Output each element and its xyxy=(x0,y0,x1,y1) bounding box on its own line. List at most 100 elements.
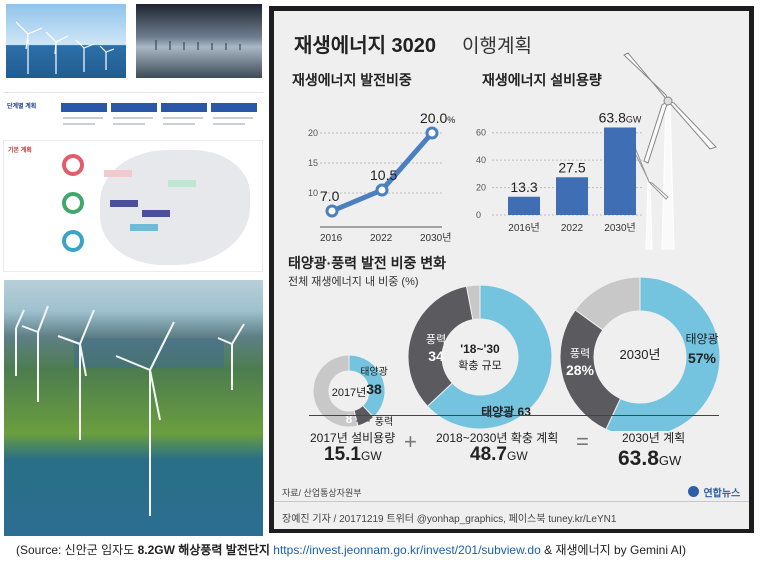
yonhap-logo-mark-icon xyxy=(688,486,699,498)
generation-share-line-chart: 재생에너지 발전비중 10 15 20 7.0 2016 10.5 2022 20.0% 203… xyxy=(292,73,455,243)
donut-slice xyxy=(426,284,553,430)
line-chart-value-label: 10.5 xyxy=(370,167,397,183)
bar-chart-bar xyxy=(508,196,540,215)
donut-expansion-wind-label: 풍력 xyxy=(426,333,446,346)
bar-chart-ytick: 20 xyxy=(476,183,486,193)
donut-2030-solar-label: 태양광 xyxy=(685,332,718,346)
donut-expansion-solar-label: 태양광 63 xyxy=(481,404,531,419)
line-chart-title: 재생에너지 발전비중 xyxy=(292,73,412,88)
region-map-shape xyxy=(100,150,250,265)
wind-turbine-icon xyxy=(623,52,717,250)
stage-plan-label: 단계별 계획 xyxy=(7,104,37,110)
donut-slice xyxy=(312,354,359,428)
stage-text-line xyxy=(113,123,145,125)
total-2017-unit: GW xyxy=(360,449,382,463)
line-chart-value-label: 7.0 xyxy=(320,188,340,204)
donut-2017-wind-value: 8 xyxy=(346,412,353,426)
map-tag xyxy=(142,210,170,217)
basic-plan-label: 기본 계획 xyxy=(8,148,32,154)
map-tag xyxy=(168,180,196,187)
line-chart-value-label: 20.0% xyxy=(420,110,455,126)
donut-expansion-center-label-1: '18~'30 xyxy=(460,342,500,356)
total-2017: 15.1GW xyxy=(324,444,382,466)
plus-sign: + xyxy=(404,429,417,454)
bar-chart-bar xyxy=(556,177,588,215)
capacity-ring-red xyxy=(62,154,84,176)
line-chart-xtick: 2030년 xyxy=(420,232,451,243)
caption-suffix: & 재생에너지 by Gemini AI) xyxy=(540,543,687,557)
bar-chart-ytick: 60 xyxy=(476,128,486,138)
stage-step-1 xyxy=(61,103,107,112)
yonhap-logo: 연합뉴스 xyxy=(688,483,740,501)
donut-slice xyxy=(407,285,474,407)
line-chart-xtick: 2022 xyxy=(370,233,393,243)
donut-2030-wind-label: 풍력 xyxy=(570,347,590,360)
total-expansion-label: 2018~2030년 확충 계획 xyxy=(436,431,559,445)
donut-expansion-wind-value: 34 xyxy=(428,348,444,364)
line-chart-unit: % xyxy=(447,115,455,125)
donut-2030-solar-value: 57% xyxy=(688,350,717,366)
wind-turbines-illustration xyxy=(15,21,115,74)
bar-chart-xtick: 2030년 xyxy=(604,222,635,234)
renewable-energy-infographic: 재생에너지 3020 이행계획 재생에너지 발전비중 10 15 20 7.0 2016… xyxy=(269,6,754,533)
total-expansion: 48.7GW xyxy=(470,444,528,466)
stage-step-3 xyxy=(161,103,207,112)
capacity-ring-blue xyxy=(62,230,84,252)
donut-2017-center-label: 2017년 xyxy=(332,386,367,399)
image-caption: (Source: 신안군 임자도 8.2GW 해상풍력 발전단지 https:/… xyxy=(16,541,686,558)
donut-2030-wind-value: 28% xyxy=(566,362,595,378)
caption-link[interactable]: https://invest.jeonnam.go.kr/invest/201/… xyxy=(273,543,541,557)
offshore-wind-photo xyxy=(6,4,126,78)
line-chart-xtick: 2016 xyxy=(320,233,343,243)
donut-2017-wind-label: 풍력 xyxy=(375,416,393,428)
stage-text-line xyxy=(113,117,153,119)
capacity-ring-green xyxy=(62,192,84,214)
bar-chart-unit: GW xyxy=(626,115,642,125)
total-2030: 63.8GW xyxy=(618,447,681,471)
total-2030-value: 63.8 xyxy=(618,447,659,470)
total-2017-value: 15.1 xyxy=(324,444,361,465)
total-expansion-value: 48.7 xyxy=(470,444,507,465)
map-tag xyxy=(130,224,158,231)
bar-chart-ytick: 40 xyxy=(476,155,486,165)
caption-bold: 8.2GW 해상풍력 발전단지 xyxy=(137,543,270,557)
aerial-turbines-illustration xyxy=(15,305,245,516)
line-chart-ytick: 15 xyxy=(308,158,318,168)
stage-step-2 xyxy=(111,103,157,112)
yonhap-logo-text: 연합뉴스 xyxy=(703,488,741,500)
caption-prefix: (Source: 신안군 임자도 xyxy=(16,543,138,557)
donut-slice xyxy=(605,276,721,431)
installed-capacity-bar-chart: 재생에너지 설비용량 0 20 40 60 13.3 2016년 27.5 2022 63.8G… xyxy=(476,73,644,234)
line-chart-point xyxy=(325,204,339,218)
donut-2017-solar-label: 태양광 xyxy=(360,366,388,378)
donut-expansion-center-label-2: 확충 규모 xyxy=(458,359,502,372)
bar-chart-bar xyxy=(604,127,636,215)
bar-chart-value-label: 27.5 xyxy=(558,159,585,175)
line-chart-point xyxy=(375,183,389,197)
donut-section-subtitle: 전체 재생에너지 내 비중 (%) xyxy=(288,276,419,288)
credit-line: 장예진 기자 / 20171219 트위터 @yonhap_graphics, … xyxy=(282,514,617,525)
stage-text-line xyxy=(213,123,245,125)
credit-divider xyxy=(274,501,749,502)
donut-2017-solar-value: 38 xyxy=(366,381,382,397)
left-column: 단계별 계획 기본 계획 xyxy=(0,0,265,540)
total-2030-unit: GW xyxy=(658,453,682,468)
line-chart-point xyxy=(425,126,439,140)
stage-text-line xyxy=(63,117,103,119)
donut-slice xyxy=(465,284,481,321)
donut-2030-center-label: 2030년 xyxy=(620,347,661,362)
totals-divider xyxy=(309,415,719,416)
horizon-turbines-illustration xyxy=(155,40,241,50)
map-tag xyxy=(110,200,138,207)
stage-text-line xyxy=(163,123,195,125)
sunset-wind-farm-photo xyxy=(136,4,262,78)
line-chart-ytick: 20 xyxy=(308,128,318,138)
infographic-title-sub: 이행계획 xyxy=(462,36,532,57)
donut-section-title: 태양광·풍력 발전 비중 변화 xyxy=(288,255,447,271)
map-tag xyxy=(104,170,132,177)
equals-sign: = xyxy=(576,429,589,454)
offshore-wind-farm-aerial-photo xyxy=(4,280,263,536)
source-line: 자료/ 산업통상자원부 xyxy=(282,488,362,498)
bar-chart-xtick: 2016년 xyxy=(508,222,539,234)
